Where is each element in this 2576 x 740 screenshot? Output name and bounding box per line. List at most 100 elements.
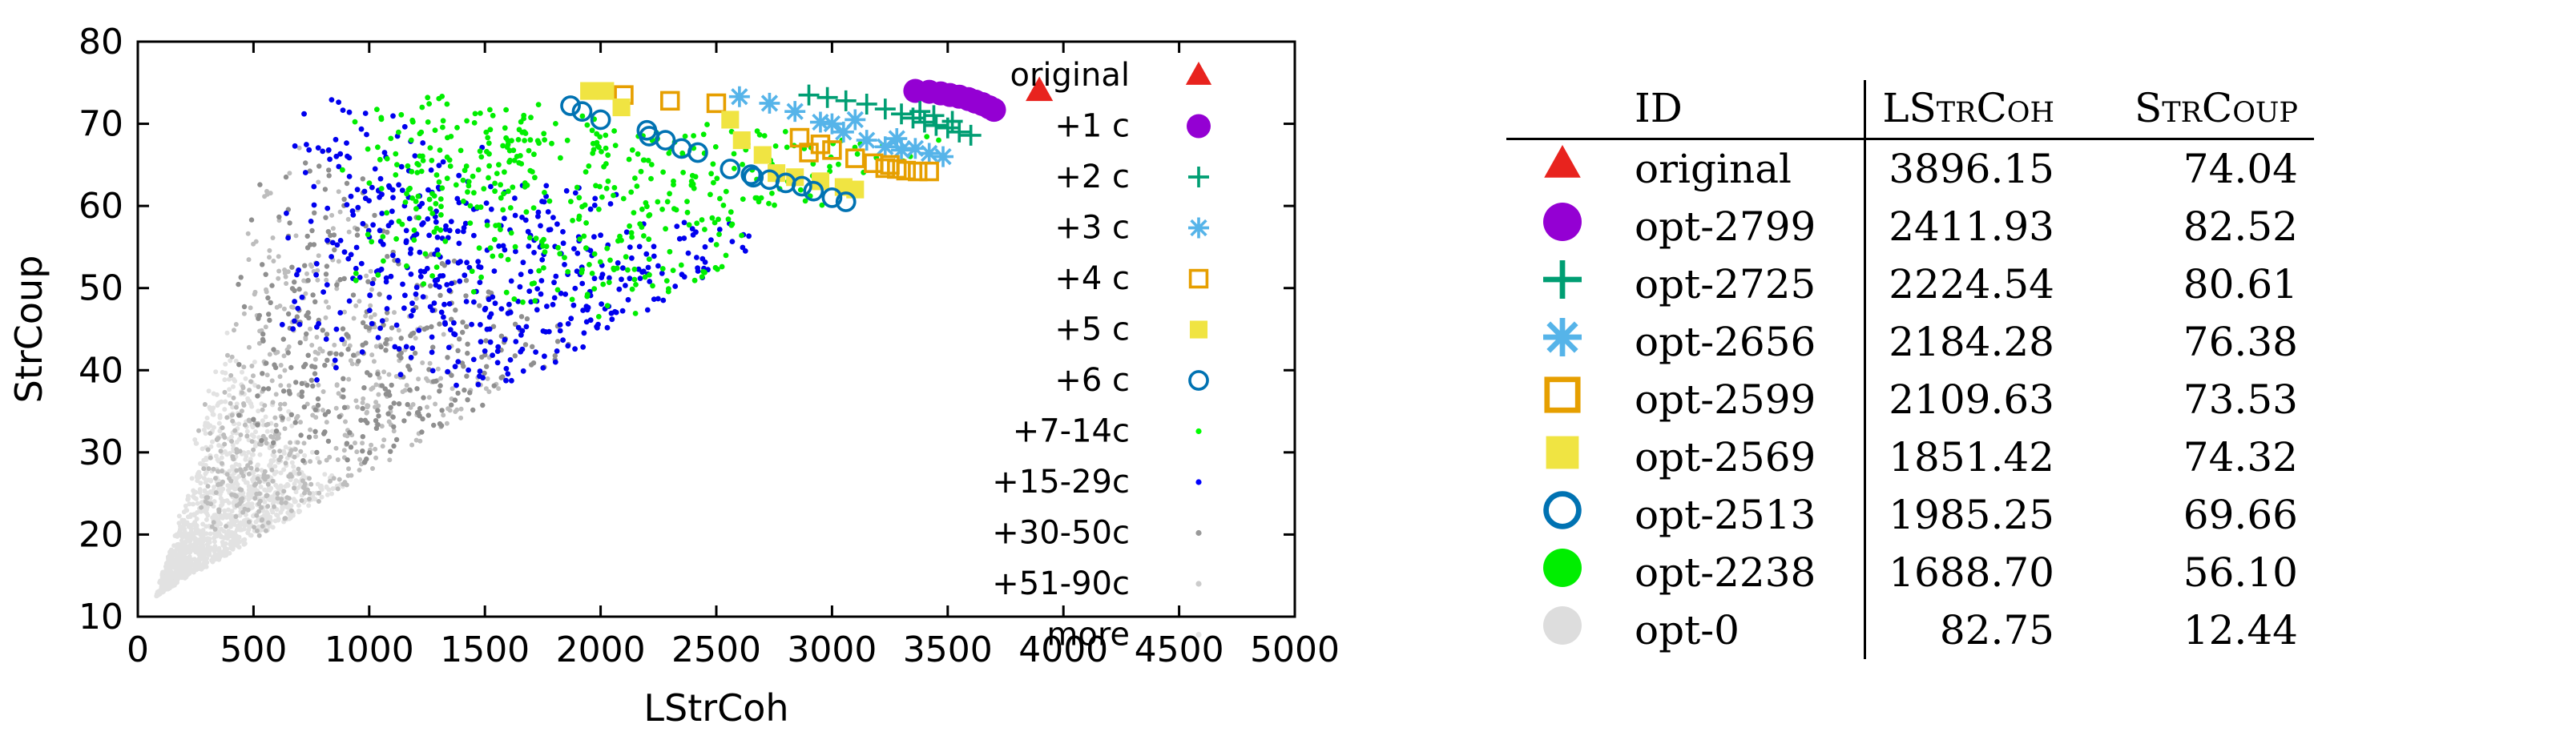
cloud-point: [639, 224, 645, 230]
cloud-point: [187, 501, 192, 507]
cloud-point: [312, 210, 317, 215]
cloud-point: [526, 243, 532, 249]
cloud-point: [810, 161, 816, 167]
cloud-point: [232, 486, 238, 492]
cloud-point: [508, 230, 514, 236]
cloud-point: [245, 507, 251, 513]
cloud-point: [414, 410, 421, 416]
cloud-point: [511, 158, 518, 163]
cloud-point: [211, 405, 216, 411]
cloud-point: [464, 259, 470, 266]
cloud-point: [607, 201, 614, 207]
cloud-point: [505, 142, 511, 147]
cloud-point: [569, 296, 575, 303]
cloud-point: [527, 137, 534, 143]
cloud-point: [505, 256, 511, 263]
cloud-point: [438, 376, 444, 381]
cloud-point: [299, 393, 304, 400]
cloud-point: [444, 282, 450, 288]
cloud-point: [470, 289, 477, 295]
cloud-point: [220, 469, 224, 474]
cloud-point: [655, 263, 661, 269]
cloud-point: [225, 514, 231, 520]
cloud-point: [453, 182, 459, 188]
cloud-point: [312, 356, 318, 362]
cloud-point: [390, 113, 396, 119]
cloud-point: [211, 520, 216, 525]
cloud-point: [307, 168, 312, 174]
cloud-point: [364, 273, 369, 279]
x-axis-title: LStrCoh: [643, 686, 788, 730]
cloud-point: [546, 328, 552, 335]
cloud-point: [384, 155, 390, 162]
cloud-point: [384, 317, 389, 323]
cloud-point: [234, 518, 240, 524]
cloud-point: [346, 229, 352, 235]
cloud-point: [281, 467, 287, 473]
cloud-point: [576, 195, 583, 201]
cloud-point: [264, 474, 270, 480]
cloud-point: [522, 217, 529, 223]
cloud-point: [307, 476, 312, 481]
table-row: opt-2725 2224.54 80.61: [1506, 255, 2314, 313]
cloud-point: [270, 478, 276, 484]
cloud-point: [448, 219, 454, 224]
cloud-point: [336, 259, 341, 264]
cloud-point: [307, 497, 312, 501]
cloud-point: [351, 316, 357, 321]
cloud-point: [161, 588, 167, 593]
cloud-point: [204, 505, 210, 510]
cloud-point: [260, 262, 265, 267]
cloud-point: [605, 152, 611, 159]
cloud-point: [452, 397, 458, 403]
cloud-point: [268, 300, 273, 306]
cloud-point: [287, 171, 292, 176]
cloud-point: [323, 215, 329, 220]
cloud-point: [480, 375, 486, 381]
cloud-point: [304, 382, 310, 388]
cloud-point: [465, 350, 470, 356]
cloud-point: [686, 222, 692, 228]
row-symbol-icon: [1543, 203, 1582, 241]
cloud-point: [520, 368, 526, 374]
cloud-point: [445, 355, 450, 360]
cloud-point: [629, 255, 635, 261]
cloud-point: [660, 169, 666, 175]
cloud-point: [426, 101, 432, 107]
cloud-point: [591, 147, 597, 153]
cloud-point: [344, 180, 350, 187]
cloud-point: [340, 167, 345, 173]
cloud-point: [191, 545, 197, 551]
cloud-point: [246, 471, 252, 477]
row-symbol-icon: [1544, 145, 1581, 178]
cloud-point: [519, 328, 526, 334]
cloud-point: [385, 411, 391, 416]
cloud-point: [254, 467, 260, 473]
cloud-point: [344, 202, 350, 207]
row-id: opt-2569: [1619, 428, 1867, 486]
cloud-point: [651, 243, 657, 250]
cloud-point: [230, 418, 236, 424]
cloud-point: [413, 284, 420, 291]
cloud-point: [404, 383, 409, 388]
cloud-point: [555, 244, 561, 251]
cloud-point: [188, 526, 194, 532]
cloud-point: [464, 324, 470, 329]
cloud-point: [464, 373, 470, 379]
cloud-point: [276, 268, 282, 274]
cloud-point: [784, 144, 790, 151]
row-marker: [1543, 491, 1582, 529]
data-point: [919, 161, 939, 182]
cloud-point: [259, 517, 264, 523]
cloud-point: [334, 282, 340, 288]
cloud-point: [308, 481, 314, 487]
cloud-point: [216, 507, 222, 513]
cloud-point: [328, 232, 333, 239]
cloud-point: [643, 199, 649, 206]
cloud-point: [381, 437, 387, 443]
cloud-point: [261, 475, 267, 481]
cloud-point: [440, 159, 446, 165]
data-point: [875, 158, 896, 179]
cloud-point: [197, 489, 203, 495]
cloud-point: [242, 541, 248, 546]
